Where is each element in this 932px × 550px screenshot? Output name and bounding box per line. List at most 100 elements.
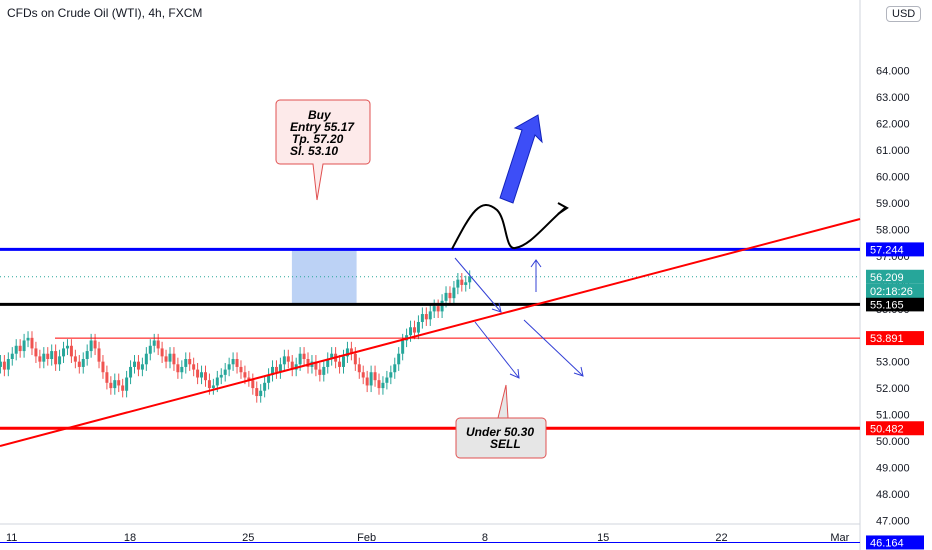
candle-body — [243, 372, 247, 378]
candle-body — [456, 279, 460, 288]
symbol-title: CFDs on Crude Oil (WTI), 4h, FXCM — [7, 6, 203, 20]
time-tick-label: 22 — [715, 532, 727, 544]
candle-body — [444, 292, 448, 301]
price-tick-label: 53.000 — [876, 357, 910, 369]
candle-body — [231, 359, 235, 365]
price-label-tag — [866, 421, 924, 436]
candle-body — [255, 388, 259, 397]
bullish-arrow — [499, 114, 543, 204]
price-label-text: 55.165 — [870, 299, 904, 311]
candle-body — [263, 382, 267, 391]
candle-body — [54, 351, 58, 365]
candle-body — [452, 287, 456, 299]
candle-body — [397, 353, 401, 365]
direction-arrowhead — [573, 366, 584, 377]
price-label-text: 53.891 — [870, 333, 904, 345]
candle-body — [302, 353, 306, 360]
candle-body — [215, 377, 219, 386]
candle-body — [318, 369, 322, 375]
candle-body — [0, 361, 2, 367]
candle-body — [152, 340, 156, 346]
candle-body — [89, 340, 93, 352]
price-tick-label: 52.000 — [876, 383, 910, 395]
candle-body — [377, 380, 381, 389]
direction-arrow — [523, 319, 584, 377]
direction-arrowhead — [509, 368, 520, 379]
candle-body — [26, 337, 30, 341]
buy-note-line: Tp. 57.20 — [292, 132, 344, 146]
candle-body — [121, 385, 125, 391]
candle-body — [448, 292, 452, 299]
candle-body — [381, 382, 385, 389]
price-label-text: 57.244 — [870, 244, 904, 256]
buy-note-line: Buy — [308, 108, 332, 122]
time-tick-label: Mar — [830, 532, 849, 544]
price-tick-label: 50.000 — [876, 436, 910, 448]
candle-body — [136, 361, 140, 370]
candle-body — [144, 353, 148, 365]
candle-body — [286, 356, 290, 362]
candle-body — [428, 311, 432, 320]
price-label-tag — [866, 535, 924, 550]
candle-body — [140, 364, 144, 370]
sell-callout-box — [455, 384, 547, 459]
price-tick-label: 60.000 — [876, 172, 910, 184]
candle-body — [10, 353, 14, 360]
price-tick-label: 47.000 — [876, 515, 910, 527]
candle-body — [211, 385, 215, 389]
candle-body — [290, 361, 294, 370]
candle-body — [298, 353, 302, 365]
candle-body — [271, 366, 275, 375]
candle-body — [342, 356, 346, 367]
candle-body — [207, 380, 211, 389]
candle-body — [223, 369, 227, 375]
price-tick-label: 49.000 — [876, 462, 910, 474]
candle-body — [235, 359, 239, 367]
buy-callout-box — [275, 99, 371, 201]
price-tick-label: 62.000 — [876, 119, 910, 131]
candle-body — [436, 306, 440, 312]
candle-body — [251, 380, 255, 389]
candle-body — [306, 359, 310, 367]
candle-body — [468, 277, 472, 283]
candle-body — [282, 356, 286, 365]
candle-body — [464, 282, 468, 285]
candle-body — [357, 364, 361, 373]
candle-body — [6, 359, 10, 370]
candle-body — [227, 364, 231, 370]
candle-body — [85, 351, 89, 360]
candle-body — [148, 345, 152, 354]
candle-body — [278, 364, 282, 373]
sell-note-line: SELL — [490, 437, 521, 451]
price-tick-label: 63.000 — [876, 92, 910, 104]
candle-body — [117, 380, 121, 386]
candle-body — [2, 361, 6, 370]
candle-body — [42, 353, 46, 362]
time-tick-label: 11 — [6, 532, 17, 544]
candle-body — [22, 340, 26, 352]
candle-body — [424, 314, 428, 320]
buy-note-line: Entry 55.17 — [290, 120, 355, 134]
candle-body — [176, 364, 180, 373]
currency-selector[interactable]: USD — [886, 6, 922, 22]
price-tick-label: 58.000 — [876, 224, 910, 236]
time-tick-label: 18 — [124, 532, 136, 544]
candle-body — [125, 377, 129, 391]
direction-arrow — [474, 321, 520, 379]
candle-body — [30, 337, 34, 349]
candle-body — [97, 348, 101, 362]
trendline — [0, 218, 861, 447]
candle-body — [267, 374, 271, 383]
candle-body — [62, 348, 66, 357]
time-tick-label: 8 — [482, 532, 488, 544]
candle-body — [164, 356, 168, 362]
candle-body — [192, 364, 196, 370]
candle-body — [58, 356, 62, 365]
candle-body — [274, 366, 278, 373]
candle-body — [46, 353, 50, 360]
candle-body — [409, 327, 413, 336]
candle-body — [401, 340, 405, 354]
direction-arrowhead — [491, 302, 502, 313]
candle-body — [38, 356, 42, 362]
